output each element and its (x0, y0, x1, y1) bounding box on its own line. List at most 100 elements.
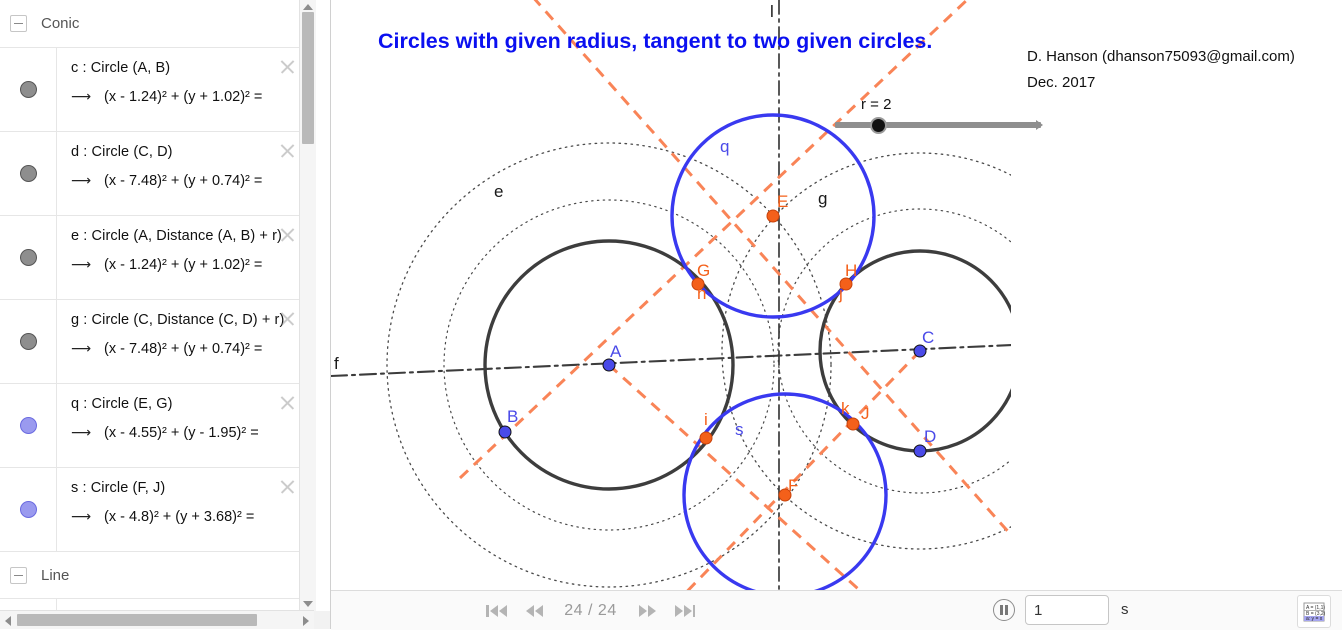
object-equation: (x - 1.24)² + (y + 1.02)² = (104, 88, 263, 105)
object-label-i: i (704, 410, 708, 429)
scroll-left-icon[interactable] (5, 616, 11, 626)
arrow-right-icon: ⟶ (71, 88, 92, 104)
point-B (498, 425, 512, 439)
object-definition: e : Circle (A, Distance (A, B) + r) (71, 228, 282, 244)
visibility-toggle[interactable] (0, 300, 57, 383)
algebra-view-icon[interactable]: A = (1,1) B = (3,2) a: y = x (1297, 595, 1331, 628)
visibility-toggle[interactable] (0, 384, 57, 467)
algebra-list[interactable]: Conic c : Circle (A, B) ⟶ (x - 1.24)² + … (0, 0, 306, 611)
fast-forward-icon[interactable] (638, 591, 656, 630)
arrow-right-icon: ⟶ (71, 424, 92, 440)
visibility-toggle[interactable] (0, 468, 57, 551)
close-icon[interactable] (279, 142, 296, 159)
object-color-dot[interactable] (19, 501, 37, 518)
algebra-row[interactable]: s : Circle (F, J) ⟶ (x - 4.8)² + (y + 3.… (0, 467, 306, 551)
rewind-icon[interactable] (525, 591, 543, 630)
close-icon[interactable] (279, 58, 296, 75)
point-E (766, 209, 780, 223)
close-icon[interactable] (279, 310, 296, 327)
group-header-line[interactable]: Line (0, 551, 306, 598)
algebra-row[interactable]: e : Circle (A, Distance (A, B) + r) ⟶ (x… (0, 215, 306, 299)
object-equation: (x - 4.55)² + (y - 1.95)² = (104, 424, 259, 441)
object-color-dot[interactable] (19, 81, 37, 98)
scrollbar-thumb[interactable] (302, 12, 314, 144)
row-content: e : Circle (A, Distance (A, B) + r) ⟶ (x… (57, 216, 306, 299)
scroll-up-icon[interactable] (303, 4, 313, 10)
speed-unit-label: s (1121, 601, 1129, 618)
algebra-row[interactable]: g : Circle (C, Distance (C, D) + r) ⟶ (x… (0, 299, 306, 383)
object-label-h: h (697, 284, 707, 303)
construction-line-i (607, 363, 862, 590)
row-content: q : Circle (E, G) ⟶ (x - 4.55)² + (y - 1… (57, 384, 306, 467)
row-content: g : Circle (C, Distance (C, D) + r) ⟶ (x… (57, 300, 306, 383)
slider-track[interactable] (835, 122, 1041, 128)
visibility-toggle[interactable] (0, 48, 57, 131)
navigation-controls: 24 / 24 (486, 591, 695, 630)
scrollbar-corner (314, 611, 330, 629)
arc-inner-a (443, 199, 775, 531)
object-color-dot[interactable] (19, 417, 37, 434)
algebra-row[interactable]: c : Circle (A, B) ⟶ (x - 1.24)² + (y + 1… (0, 47, 306, 131)
algebra-vertical-scrollbar[interactable] (299, 0, 316, 611)
visibility-toggle[interactable] (0, 599, 57, 611)
point-F (778, 488, 792, 502)
scroll-right-icon[interactable] (303, 616, 309, 626)
slider-label: r = 2 (861, 96, 892, 113)
skip-to-end-icon[interactable] (674, 591, 695, 630)
scrollbar-thumb[interactable] (17, 614, 257, 626)
object-label-e: e (494, 182, 504, 201)
skip-to-start-icon[interactable] (486, 591, 507, 630)
algebra-row[interactable]: f : Line (A, C) (0, 598, 306, 611)
construction-line-j (533, 0, 1011, 538)
object-label-J: J (861, 404, 870, 423)
point-G (691, 277, 705, 291)
minus-icon[interactable] (10, 15, 27, 32)
circle-c (483, 239, 735, 491)
visibility-toggle[interactable] (0, 216, 57, 299)
author-credit: D. Hanson (dhanson75093@gmail.com) (1027, 48, 1295, 65)
minus-icon[interactable] (10, 566, 27, 584)
object-label-g: g (818, 189, 828, 208)
object-label-H: H (845, 261, 858, 280)
algebra-row[interactable]: d : Circle (C, D) ⟶ (x - 7.48)² + (y + 0… (0, 131, 306, 215)
scroll-down-icon[interactable] (303, 601, 313, 607)
object-equation-line: ⟶ (x - 7.48)² + (y + 0.74)² = (71, 340, 306, 357)
algebra-horizontal-scrollbar[interactable] (0, 610, 314, 629)
arrow-right-icon: ⟶ (71, 256, 92, 272)
close-icon[interactable] (279, 394, 296, 411)
construction-canvas[interactable] (331, 0, 1342, 590)
object-label-f: f (334, 354, 339, 373)
line-f (331, 344, 1011, 378)
row-content: s : Circle (F, J) ⟶ (x - 4.8)² + (y + 3.… (57, 468, 306, 551)
slider-handle[interactable] (870, 117, 887, 134)
object-label-G: G (697, 261, 711, 280)
object-color-dot[interactable] (19, 333, 37, 350)
object-color-dot[interactable] (19, 249, 37, 266)
object-definition: d : Circle (C, D) (71, 144, 173, 160)
slider-arrow-icon (1036, 120, 1043, 130)
group-header-conic[interactable]: Conic (0, 0, 306, 47)
object-definition: g : Circle (C, Distance (C, D) + r) (71, 312, 285, 328)
author-date: Dec. 2017 (1027, 74, 1096, 91)
row-content: d : Circle (C, D) ⟶ (x - 7.48)² + (y + 0… (57, 132, 306, 215)
radius-slider[interactable]: r = 2 (835, 96, 1043, 140)
object-equation: (x - 4.8)² + (y + 3.68)² = (104, 508, 255, 525)
object-equation-line: ⟶ (x - 1.24)² + (y + 1.02)² = (71, 88, 306, 105)
close-icon[interactable] (279, 226, 296, 243)
construction-line-k (686, 349, 922, 590)
close-icon[interactable] (279, 478, 296, 495)
svg-text:A = (1,1): A = (1,1) (1306, 605, 1325, 611)
object-equation: (x - 1.24)² + (y + 1.02)² = (104, 256, 263, 273)
arc-inner-c (777, 208, 1011, 494)
visibility-toggle[interactable] (0, 132, 57, 215)
page-title: Circles with given radius, tangent to tw… (378, 29, 933, 53)
algebra-row[interactable]: q : Circle (E, G) ⟶ (x - 4.55)² + (y - 1… (0, 383, 306, 467)
algebra-view-panel: Conic c : Circle (A, B) ⟶ (x - 1.24)² + … (0, 0, 331, 629)
circle-s (682, 392, 888, 590)
circle-e (386, 142, 832, 588)
pause-icon[interactable] (993, 599, 1015, 621)
object-definition: s : Circle (F, J) (71, 480, 166, 496)
object-color-dot[interactable] (19, 165, 37, 182)
animation-speed-input[interactable]: 1 (1025, 595, 1109, 625)
